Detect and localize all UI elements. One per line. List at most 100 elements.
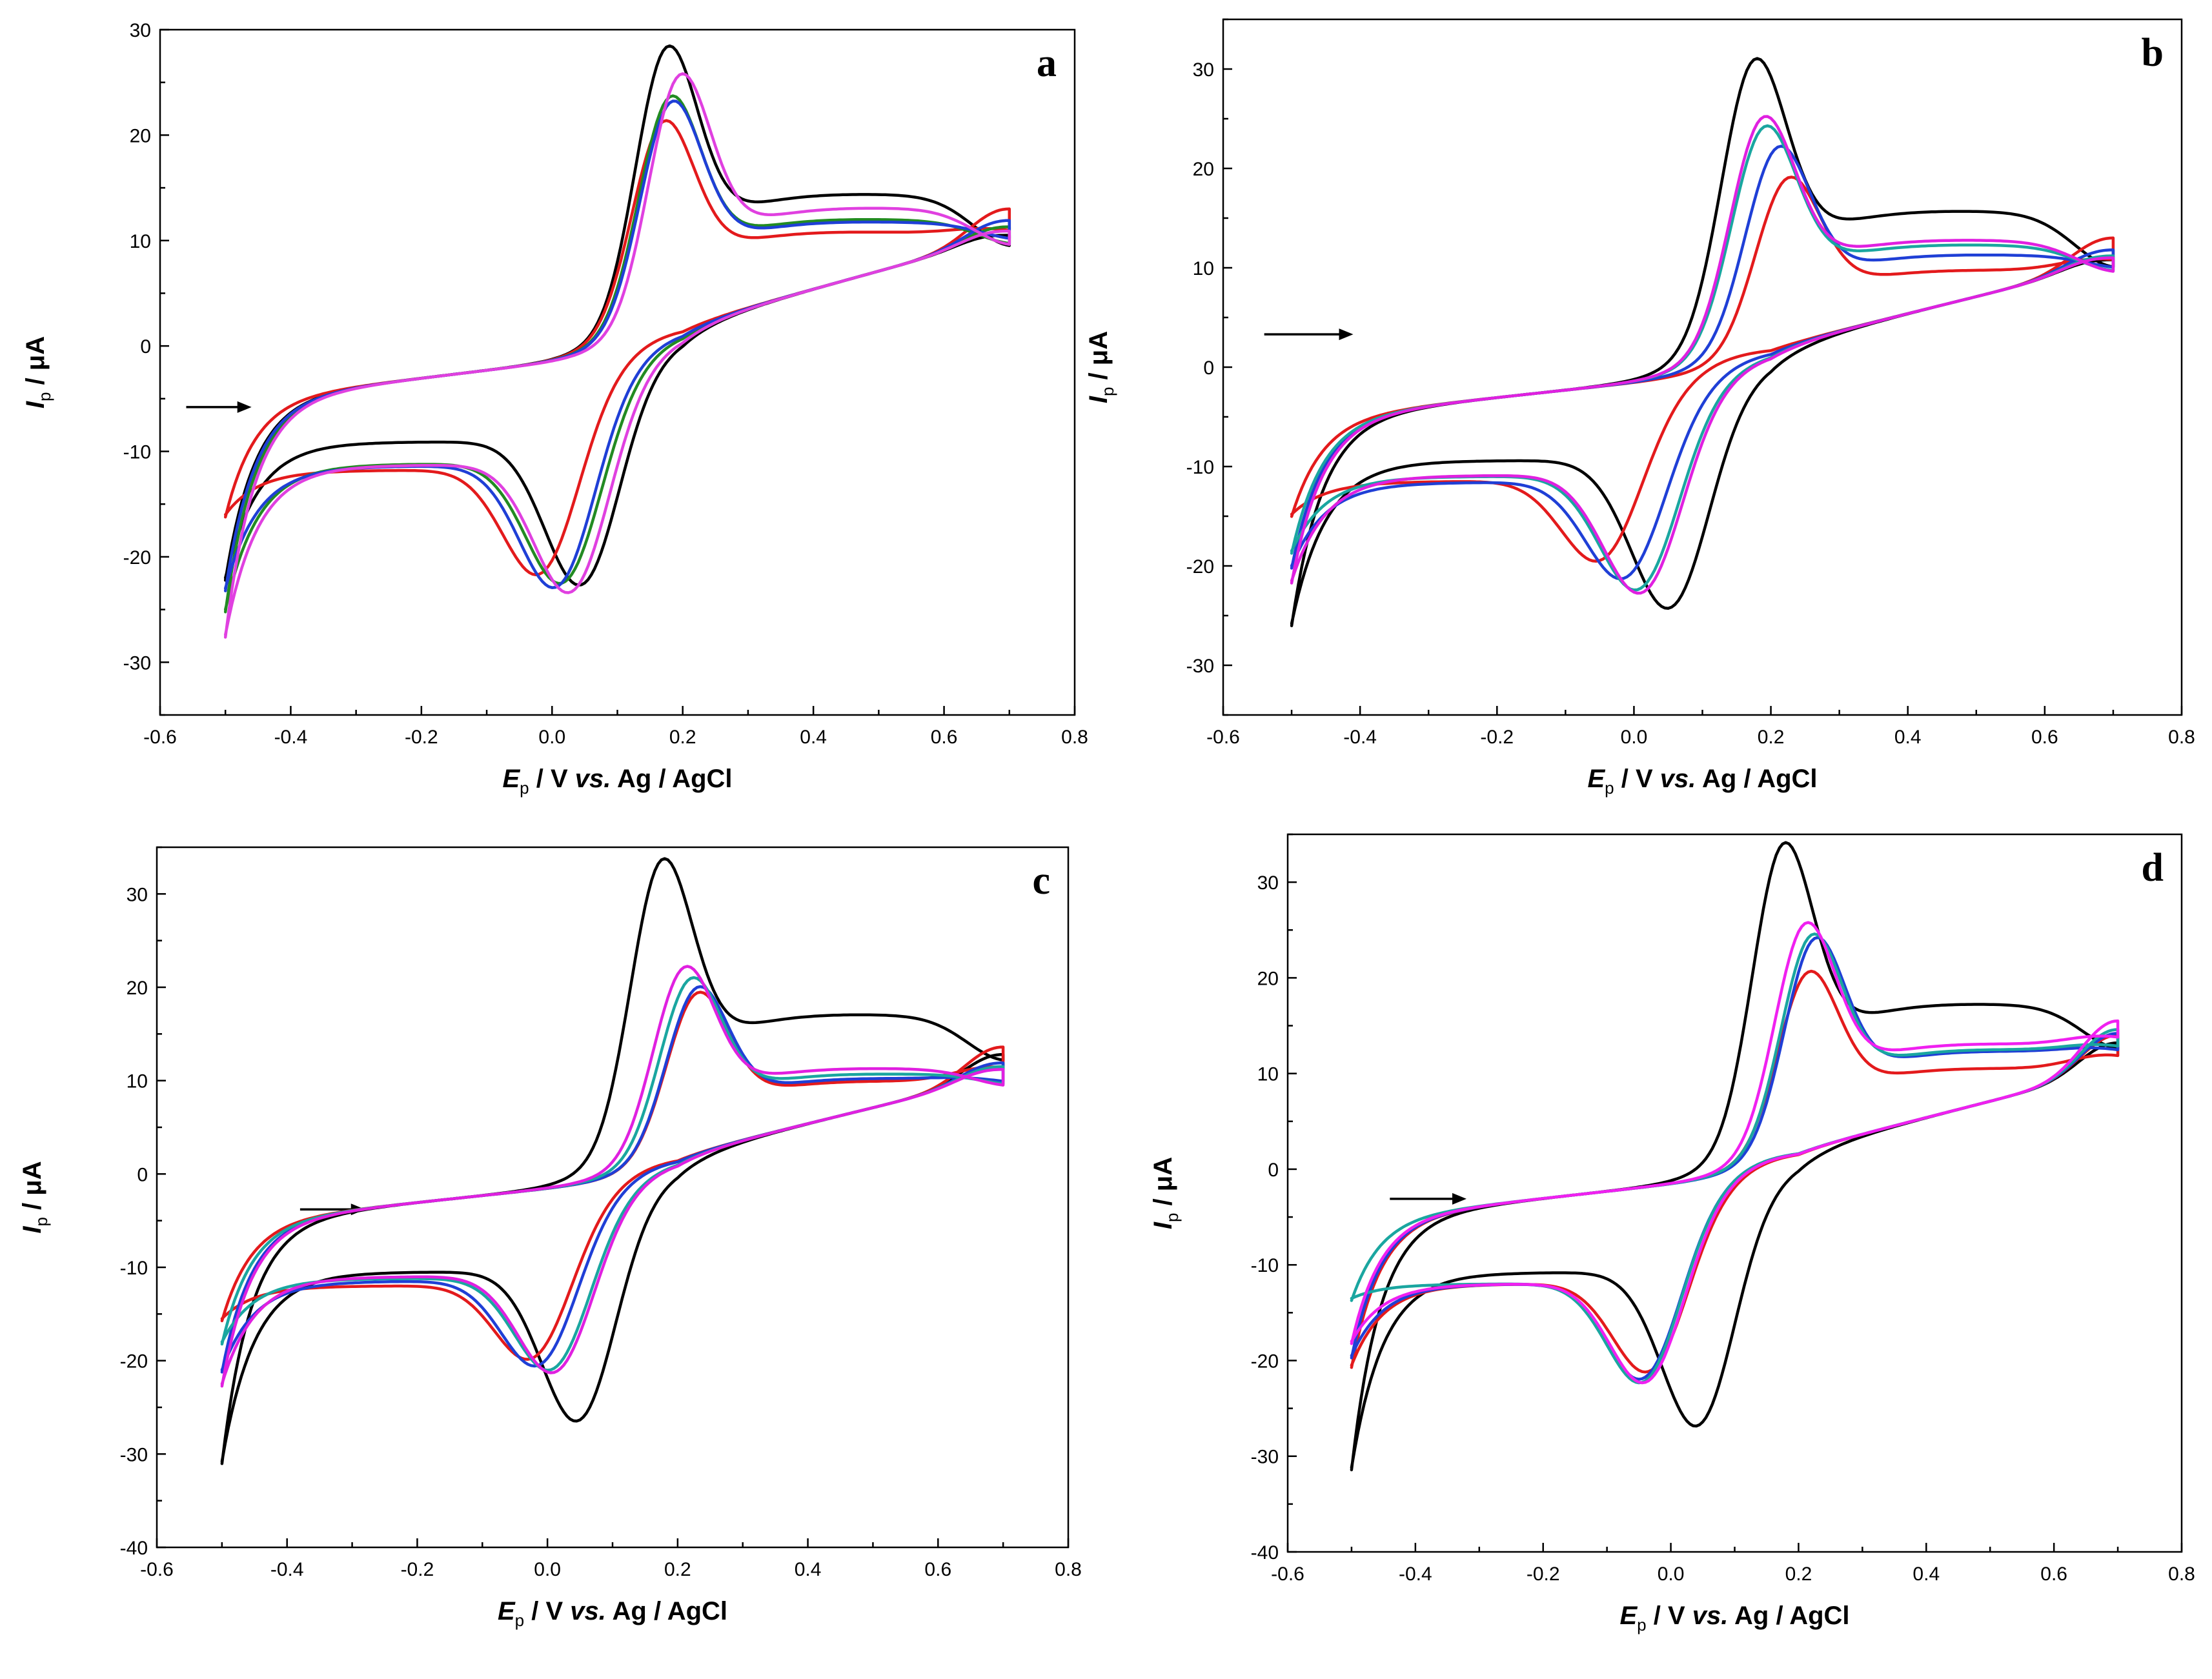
panel-letter: d: [2142, 846, 2164, 890]
y-tick-label: -10: [120, 1258, 148, 1279]
cv-trace-black: [1290, 57, 2115, 628]
x-tick-label: 0.8: [2168, 1563, 2195, 1585]
cv-trace-teal: [1290, 124, 2115, 592]
x-tick-label: 0.6: [931, 727, 958, 748]
y-tick-label: 30: [1257, 872, 1279, 894]
cv-trace-red: [1290, 176, 2115, 563]
panel-letter: b: [2142, 31, 2164, 75]
x-tick-label: 0.4: [795, 1559, 822, 1580]
x-tick-label: 0.8: [2168, 727, 2195, 748]
y-tick-label: -20: [1251, 1351, 1279, 1372]
x-tick-label: -0.2: [1480, 727, 1514, 748]
y-tick-label: -40: [1251, 1542, 1279, 1563]
x-tick-label: 0.0: [1621, 727, 1648, 748]
cv-trace-teal: [1350, 932, 2120, 1385]
x-axis-label: Ep / V vs. Ag / AgCl: [1587, 765, 1817, 798]
traces: [223, 44, 1011, 639]
x-tick-label: 0.8: [1061, 727, 1088, 748]
x-tick-label: -0.4: [1343, 727, 1377, 748]
x-tick-label: 0.2: [1785, 1563, 1812, 1585]
y-tick-label: -10: [1251, 1255, 1279, 1276]
y-axis-label: Ip / μA: [18, 1161, 51, 1233]
y-tick-label: -20: [120, 1351, 148, 1372]
cv-trace-magenta: [1290, 115, 2115, 595]
y-tick-label: -30: [1251, 1447, 1279, 1468]
x-axis-label: Ep / V vs. Ag / AgCl: [1619, 1602, 1849, 1634]
y-tick-label: -20: [123, 547, 151, 568]
y-tick-label: 0: [1268, 1160, 1279, 1181]
traces: [1290, 57, 2115, 628]
cv-trace-black: [1350, 841, 2120, 1472]
cv-trace-blue: [220, 985, 1005, 1374]
y-tick-label: 0: [140, 336, 151, 357]
x-tick-label: -0.6: [143, 727, 177, 748]
y-tick-label: -30: [120, 1444, 148, 1465]
y-tick-label: 10: [1193, 258, 1214, 279]
x-tick-label: -0.2: [1527, 1563, 1560, 1585]
x-tick-label: 0.4: [1894, 727, 1922, 748]
cv-trace-red: [223, 119, 1011, 577]
y-tick-label: -10: [1186, 457, 1214, 478]
y-tick-label: 20: [1193, 159, 1214, 180]
y-tick-label: -30: [123, 652, 151, 674]
traces: [1350, 841, 2120, 1472]
x-tick-label: 0.8: [1055, 1559, 1082, 1580]
y-tick-label: -30: [1186, 656, 1214, 677]
x-tick-label: 0.0: [538, 727, 565, 748]
y-tick-label: -10: [123, 442, 151, 463]
panel-letter: a: [1037, 41, 1057, 85]
y-tick-label: 0: [1203, 357, 1214, 379]
cv-trace-green: [223, 94, 1011, 614]
y-tick-label: 20: [127, 978, 148, 999]
panel-letter: c: [1032, 859, 1050, 903]
x-tick-label: -0.4: [270, 1559, 304, 1580]
x-tick-label: -0.4: [1399, 1563, 1432, 1585]
cv-trace-magenta: [223, 72, 1011, 639]
x-tick-label: 0.0: [1658, 1563, 1685, 1585]
x-tick-label: -0.2: [401, 1559, 434, 1580]
x-tick-label: -0.6: [1271, 1563, 1304, 1585]
y-tick-label: 10: [130, 231, 151, 252]
x-tick-label: -0.6: [140, 1559, 174, 1580]
x-tick-label: 0.4: [1913, 1563, 1940, 1585]
x-tick-label: -0.2: [405, 727, 438, 748]
y-axis-label: Ip / μA: [1149, 1157, 1182, 1229]
y-axis-label: Ip / μA: [1084, 331, 1117, 403]
plot-frame: [1222, 18, 2183, 716]
panel-b: -0.6 -0.4 -0.2 0.0 0.2 0.4 0.6 0.8 30 20 10 0 -10 -20…: [1084, 18, 2195, 798]
y-tick-label: 30: [1193, 59, 1214, 81]
y-tick-label: 10: [1257, 1064, 1279, 1085]
y-tick-label: 0: [137, 1164, 148, 1185]
cv-trace-magenta: [220, 965, 1005, 1388]
panel-d: -0.6 -0.4 -0.2 0.0 0.2 0.4 0.6 0.8 30 20 10 0 -10 -20…: [1149, 833, 2195, 1634]
cv-trace-red: [220, 990, 1005, 1361]
cv-trace-magenta: [1350, 921, 2120, 1385]
plot-frame: [1286, 833, 2183, 1553]
y-tick-label: -20: [1186, 556, 1214, 578]
y-tick-label: 10: [127, 1071, 148, 1092]
panel-c: -0.6 -0.4 -0.2 0.0 0.2 0.4 0.6 0.8 30 20 10 0 -10 -20…: [18, 846, 1082, 1630]
arrow-head: [1452, 1192, 1466, 1205]
x-tick-label: 0.2: [1758, 727, 1785, 748]
plot-frame: [159, 28, 1076, 716]
x-tick-label: 0.6: [924, 1559, 951, 1580]
x-tick-label: 0.2: [669, 727, 696, 748]
x-tick-label: -0.4: [274, 727, 308, 748]
y-tick-label: -40: [120, 1538, 148, 1559]
x-axis-label: Ep / V vs. Ag / AgCl: [502, 765, 732, 798]
arrow-head: [237, 401, 252, 413]
x-tick-label: 0.4: [800, 727, 827, 748]
y-tick-label: 20: [1257, 968, 1279, 989]
y-tick-label: 30: [130, 20, 151, 41]
y-axis-label: Ip / μA: [21, 336, 54, 408]
arrow-head: [1339, 328, 1354, 341]
y-tick-label: 30: [127, 884, 148, 905]
cv-trace-black: [223, 44, 1011, 587]
x-tick-label: 0.0: [534, 1559, 561, 1580]
cv-trace-red: [1350, 969, 2120, 1374]
x-tick-label: -0.6: [1206, 727, 1240, 748]
traces: [220, 857, 1005, 1465]
x-axis-label: Ep / V vs. Ag / AgCl: [498, 1597, 727, 1630]
cv-trace-blue: [223, 99, 1011, 592]
